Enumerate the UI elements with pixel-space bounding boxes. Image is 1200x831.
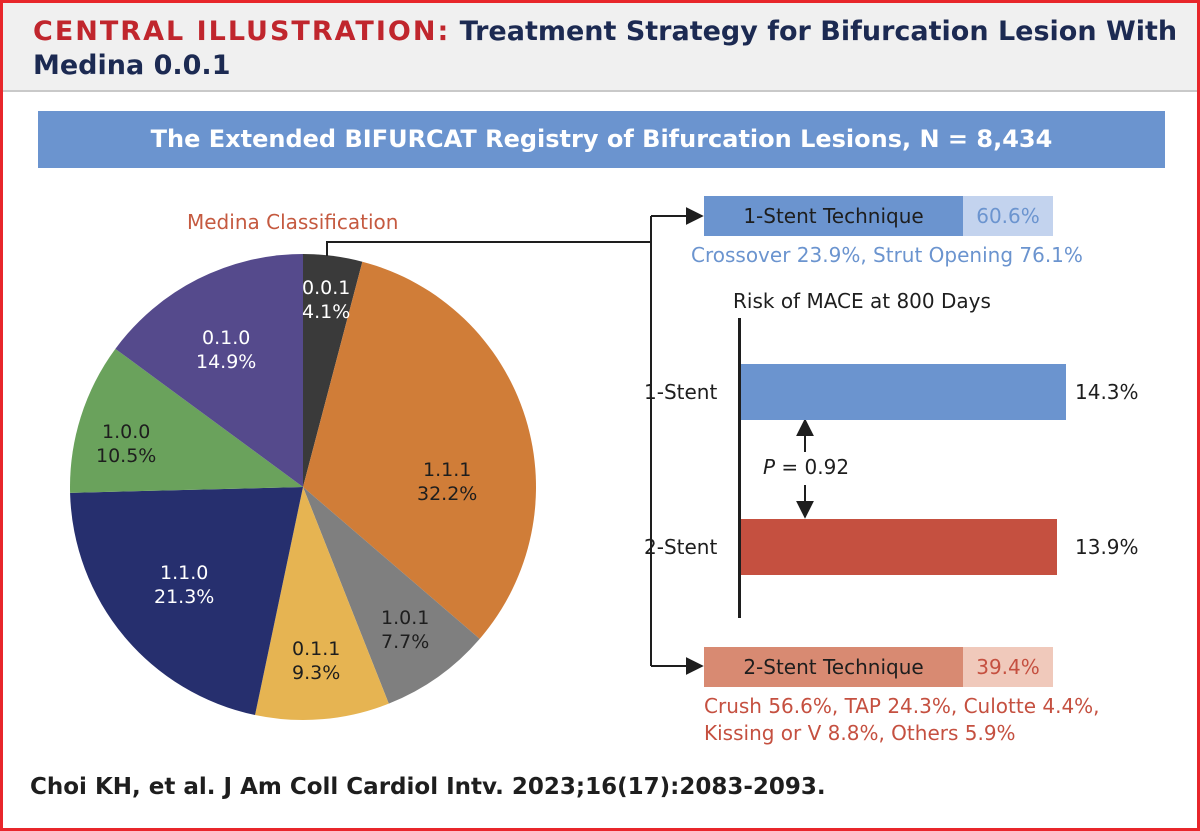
pie-slice-1.1.0 <box>70 487 303 716</box>
pie-label-1.1.0: 1.1.0 21.3% <box>154 561 214 609</box>
one-stent-label: 1-Stent Technique <box>704 196 963 236</box>
p-symbol: P <box>763 455 776 479</box>
pie-label-1.0.0: 1.0.0 10.5% <box>96 420 156 468</box>
pie-slice-1.0.1 <box>303 487 480 704</box>
mace-chart-title: Risk of MACE at 800 Days <box>733 289 991 313</box>
pie-label-1.0.1: 1.0.1 7.7% <box>381 606 429 654</box>
pie-chart-title: Medina Classification <box>187 210 399 234</box>
two-stent-technique-box: 2-Stent Technique 39.4% <box>704 647 1053 687</box>
connector-line <box>326 241 651 256</box>
pie-slice-0.1.1 <box>255 487 389 721</box>
registry-banner: The Extended BIFURCAT Registry of Bifurc… <box>38 111 1165 168</box>
medina-pie-chart <box>69 253 537 721</box>
slice-value: 21.3% <box>154 586 215 608</box>
title-text-1: Treatment Strategy for Bifurcation Lesio… <box>450 16 1178 47</box>
slice-name: 1.1.1 <box>423 459 472 481</box>
p-value-text: = 0.92 <box>775 455 850 479</box>
title-line-1: CENTRAL ILLUSTRATION: Treatment Strategy… <box>33 16 1177 48</box>
title-line-2: Medina 0.0.1 <box>33 50 231 81</box>
one-stent-pct: 60.6% <box>963 196 1053 236</box>
bar-label-one-stent: 1-Stent <box>644 380 718 404</box>
two-stent-label: 2-Stent Technique <box>704 647 963 687</box>
bar-value-one-stent: 14.3% <box>1075 380 1139 404</box>
one-stent-detail: Crossover 23.9%, Strut Opening 76.1% <box>691 243 1083 267</box>
citation: Choi KH, et al. J Am Coll Cardiol Intv. … <box>30 774 826 800</box>
bar-two-stent <box>741 519 1057 575</box>
bar-label-two-stent: 2-Stent <box>644 535 718 559</box>
pie-label-1.1.1: 1.1.1 32.2% <box>417 458 477 506</box>
slice-value: 10.5% <box>96 445 157 467</box>
two-stent-pct: 39.4% <box>963 647 1053 687</box>
p-value-annotation: P = 0.92 <box>763 455 849 479</box>
pie-label-0.1.1: 0.1.1 9.3% <box>292 637 340 685</box>
slice-name: 0.1.0 <box>202 327 251 349</box>
one-stent-technique-box: 1-Stent Technique 60.6% <box>704 196 1053 236</box>
slice-name: 1.0.0 <box>102 421 151 443</box>
slice-value: 32.2% <box>417 483 478 505</box>
pie-label-0.0.1: 0.0.1 4.1% <box>302 276 350 324</box>
title-prefix: CENTRAL ILLUSTRATION: <box>33 16 451 47</box>
pie-slice-1.0.0 <box>69 348 303 493</box>
header: CENTRAL ILLUSTRATION: Treatment Strategy… <box>3 3 1197 92</box>
slice-value: 14.9% <box>196 351 257 373</box>
bar-value-two-stent: 13.9% <box>1075 535 1139 559</box>
slice-name: 1.0.1 <box>381 607 430 629</box>
slice-name: 0.1.1 <box>292 638 341 660</box>
pie-label-0.1.0: 0.1.0 14.9% <box>196 326 256 374</box>
bar-one-stent <box>741 364 1066 420</box>
slice-name: 1.1.0 <box>160 562 209 584</box>
slice-name: 0.0.1 <box>302 277 351 299</box>
pie-slice-1.1.1 <box>303 261 537 639</box>
pie-slice-0.0.1 <box>303 254 363 487</box>
two-stent-detail-2: Kissing or V 8.8%, Others 5.9% <box>704 721 1016 745</box>
mace-axis <box>738 318 741 618</box>
pie-slice-0.1.0 <box>115 253 303 487</box>
slice-value: 7.7% <box>381 631 430 653</box>
two-stent-detail-1: Crush 56.6%, TAP 24.3%, Culotte 4.4%, <box>704 694 1100 718</box>
slice-value: 4.1% <box>302 301 351 323</box>
slice-value: 9.3% <box>292 662 341 684</box>
